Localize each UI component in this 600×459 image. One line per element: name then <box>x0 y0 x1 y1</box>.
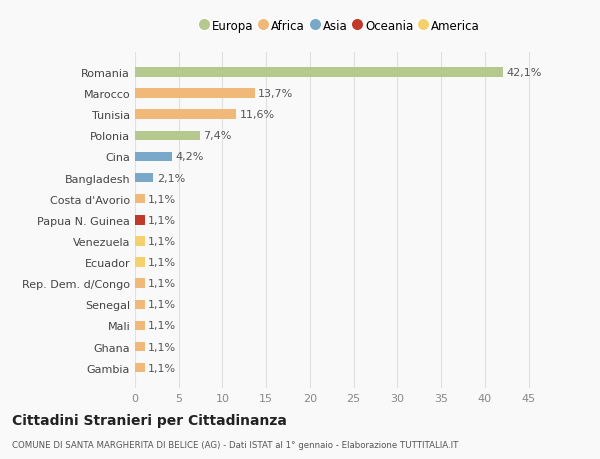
Bar <box>135 342 145 352</box>
Text: 1,1%: 1,1% <box>148 194 176 204</box>
Bar <box>135 237 145 246</box>
Text: 1,1%: 1,1% <box>148 300 176 310</box>
Text: 42,1%: 42,1% <box>506 68 542 78</box>
Bar <box>135 300 145 309</box>
Bar <box>135 216 145 225</box>
Bar <box>135 363 145 373</box>
Bar <box>135 131 200 141</box>
Bar <box>135 89 255 99</box>
Text: Cittadini Stranieri per Cittadinanza: Cittadini Stranieri per Cittadinanza <box>12 414 287 428</box>
Text: 1,1%: 1,1% <box>148 342 176 352</box>
Bar <box>135 321 145 330</box>
Bar <box>135 174 154 183</box>
Text: 1,1%: 1,1% <box>148 236 176 246</box>
Text: 1,1%: 1,1% <box>148 363 176 373</box>
Text: 2,1%: 2,1% <box>157 173 185 183</box>
Bar <box>135 258 145 267</box>
Bar <box>135 152 172 162</box>
Text: 11,6%: 11,6% <box>240 110 275 120</box>
Text: 7,4%: 7,4% <box>203 131 232 141</box>
Bar <box>135 279 145 288</box>
Text: 4,2%: 4,2% <box>175 152 203 162</box>
Text: COMUNE DI SANTA MARGHERITA DI BELICE (AG) - Dati ISTAT al 1° gennaio - Elaborazi: COMUNE DI SANTA MARGHERITA DI BELICE (AG… <box>12 441 458 449</box>
Bar <box>135 110 236 120</box>
Text: 1,1%: 1,1% <box>148 321 176 331</box>
Text: 13,7%: 13,7% <box>259 89 293 99</box>
Text: 1,1%: 1,1% <box>148 215 176 225</box>
Legend: Europa, Africa, Asia, Oceania, America: Europa, Africa, Asia, Oceania, America <box>197 15 484 38</box>
Bar <box>135 68 503 78</box>
Text: 1,1%: 1,1% <box>148 279 176 289</box>
Text: 1,1%: 1,1% <box>148 257 176 268</box>
Bar <box>135 195 145 204</box>
